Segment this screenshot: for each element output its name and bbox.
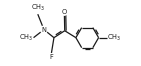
Text: F: F — [49, 54, 53, 60]
Text: N: N — [41, 27, 46, 33]
Text: CH$_3$: CH$_3$ — [107, 33, 122, 43]
Circle shape — [48, 54, 54, 59]
Text: O: O — [62, 9, 67, 15]
Text: CH$_3$: CH$_3$ — [31, 3, 45, 13]
Circle shape — [61, 9, 67, 15]
Text: CH$_3$: CH$_3$ — [19, 33, 33, 43]
Circle shape — [40, 26, 47, 33]
